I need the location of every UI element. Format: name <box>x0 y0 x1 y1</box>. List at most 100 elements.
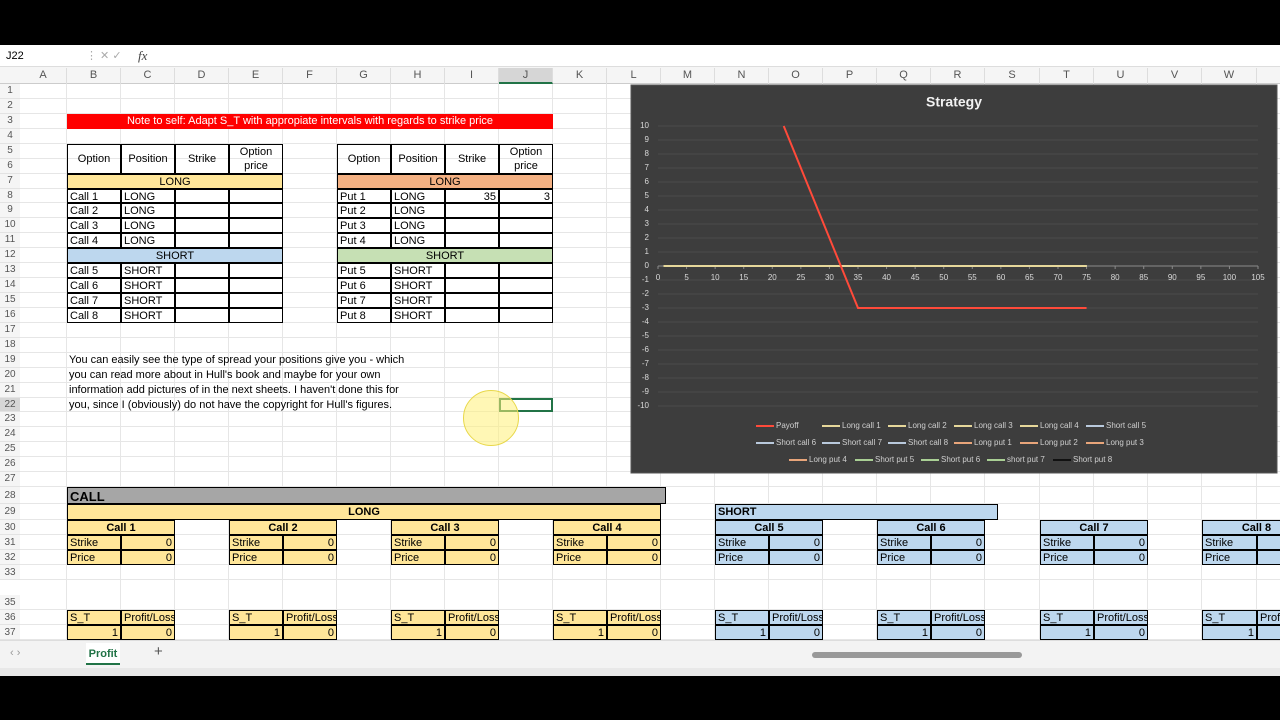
table-cell[interactable] <box>445 203 499 219</box>
column-header[interactable]: M <box>661 68 715 84</box>
value-cell[interactable]: 1 <box>1040 625 1094 640</box>
value-cell[interactable]: 0 <box>769 534 823 550</box>
label-cell[interactable]: Price <box>553 549 607 565</box>
value-cell[interactable]: 0 <box>283 534 337 550</box>
row-header[interactable]: 27 <box>0 472 20 487</box>
block-title[interactable]: Call 4 <box>553 519 661 535</box>
column-header[interactable]: S <box>985 68 1040 84</box>
table-header[interactable]: Position <box>121 143 175 174</box>
label-cell[interactable]: Profit/Loss <box>769 610 823 625</box>
row-header[interactable]: 3 <box>0 113 20 129</box>
short-label[interactable]: SHORT <box>67 248 283 264</box>
table-header[interactable]: Option <box>67 143 121 174</box>
row-header[interactable]: 25 <box>0 442 20 458</box>
long-label[interactable]: LONG <box>67 173 283 189</box>
table-cell[interactable] <box>229 233 283 249</box>
text-line[interactable]: information add pictures of in the next … <box>69 383 399 396</box>
table-cell[interactable]: Put 7 <box>337 293 391 308</box>
value-cell[interactable]: 1 <box>67 625 121 640</box>
value-cell[interactable]: 1 <box>715 625 769 640</box>
table-cell[interactable] <box>445 307 499 323</box>
table-header[interactable]: Position <box>391 143 445 174</box>
label-cell[interactable]: S_T <box>391 610 445 625</box>
table-cell[interactable]: Put 1 <box>337 188 391 204</box>
sheet-tab[interactable]: Profit <box>86 643 120 665</box>
table-cell[interactable]: LONG <box>391 188 445 204</box>
value-cell[interactable]: 0 <box>121 625 175 640</box>
table-cell[interactable] <box>445 293 499 308</box>
row-header[interactable]: 32 <box>0 549 20 565</box>
table-cell[interactable] <box>175 278 229 293</box>
label-cell[interactable]: Strike <box>67 534 121 550</box>
row-header[interactable]: 33 <box>0 564 20 580</box>
label-cell[interactable]: Profit/Loss <box>931 610 985 625</box>
column-header[interactable]: V <box>1148 68 1202 84</box>
block-title[interactable]: Call 8 <box>1202 519 1280 535</box>
value-cell[interactable]: 0 <box>607 549 661 565</box>
column-header[interactable]: W <box>1202 68 1257 84</box>
column-header[interactable]: A <box>20 68 67 84</box>
column-header[interactable]: H <box>391 68 445 84</box>
table-cell[interactable]: Put 3 <box>337 218 391 234</box>
row-header[interactable]: 9 <box>0 203 20 219</box>
row-header[interactable]: 21 <box>0 382 20 398</box>
table-cell[interactable]: LONG <box>391 203 445 219</box>
row-header[interactable]: 15 <box>0 293 20 308</box>
table-cell[interactable] <box>445 278 499 293</box>
name-box[interactable]: J22 <box>6 50 24 62</box>
label-cell[interactable]: S_T <box>1202 610 1257 625</box>
column-header[interactable]: F <box>283 68 337 84</box>
text-line[interactable]: You can easily see the type of spread yo… <box>69 353 405 366</box>
row-header[interactable]: 26 <box>0 457 20 473</box>
label-cell[interactable]: Profit/Loss <box>445 610 499 625</box>
label-cell[interactable]: S_T <box>67 610 121 625</box>
table-cell[interactable]: Put 2 <box>337 203 391 219</box>
value-cell[interactable]: 0 <box>445 549 499 565</box>
long-label[interactable]: LONG <box>337 173 553 189</box>
value-cell[interactable]: 0 <box>1257 549 1280 565</box>
label-cell[interactable]: Strike <box>229 534 283 550</box>
label-cell[interactable]: Price <box>229 549 283 565</box>
add-sheet[interactable]: + <box>154 645 163 660</box>
table-header[interactable]: Option price <box>499 143 553 174</box>
label-cell[interactable]: Strike <box>715 534 769 550</box>
table-cell[interactable] <box>499 307 553 323</box>
table-cell[interactable] <box>499 278 553 293</box>
block-title[interactable]: Call 5 <box>715 519 823 535</box>
table-cell[interactable] <box>229 263 283 279</box>
label-cell[interactable]: Price <box>391 549 445 565</box>
table-cell[interactable]: SHORT <box>391 278 445 293</box>
row-header[interactable]: 12 <box>0 248 20 264</box>
table-cell[interactable]: SHORT <box>391 263 445 279</box>
label-cell[interactable]: Strike <box>877 534 931 550</box>
column-header[interactable]: Q <box>877 68 931 84</box>
table-cell[interactable] <box>229 278 283 293</box>
row-header[interactable]: 11 <box>0 233 20 249</box>
row-header[interactable]: 10 <box>0 218 20 234</box>
row-header[interactable]: 6 <box>0 158 20 174</box>
column-header[interactable]: U <box>1094 68 1148 84</box>
table-cell[interactable]: Put 8 <box>337 307 391 323</box>
row-header[interactable]: 22 <box>0 397 20 413</box>
table-cell[interactable] <box>175 263 229 279</box>
table-cell[interactable]: LONG <box>121 188 175 204</box>
value-cell[interactable]: 1 <box>229 625 283 640</box>
row-header[interactable]: 30 <box>0 519 20 535</box>
table-cell[interactable] <box>175 203 229 219</box>
row-header[interactable]: 8 <box>0 188 20 204</box>
column-header[interactable]: J <box>499 68 553 84</box>
column-header[interactable]: P <box>823 68 877 84</box>
table-cell[interactable] <box>499 263 553 279</box>
table-cell[interactable] <box>175 307 229 323</box>
row-header[interactable]: 36 <box>0 610 20 625</box>
value-cell[interactable]: 1 <box>877 625 931 640</box>
table-cell[interactable]: 35 <box>445 188 499 204</box>
value-cell[interactable]: 0 <box>445 625 499 640</box>
label-cell[interactable]: Strike <box>553 534 607 550</box>
row-header[interactable]: 13 <box>0 263 20 279</box>
table-cell[interactable] <box>229 218 283 234</box>
value-cell[interactable]: 1 <box>553 625 607 640</box>
row-header[interactable]: 5 <box>0 143 20 159</box>
table-cell[interactable]: SHORT <box>391 307 445 323</box>
column-header[interactable]: D <box>175 68 229 84</box>
